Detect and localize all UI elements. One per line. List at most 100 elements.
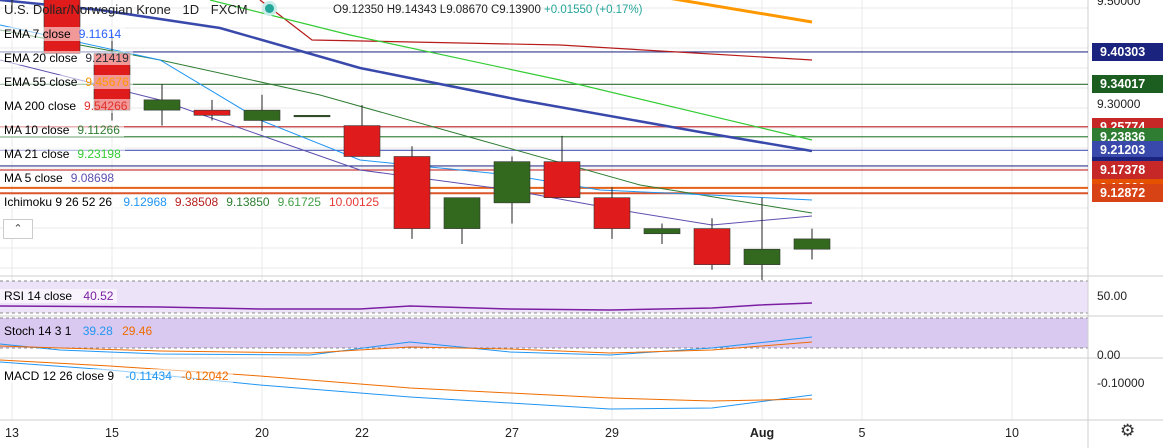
price-label-box: 9.23836 [1092, 127, 1163, 146]
interval: 1D [182, 2, 200, 17]
price-label-box: 9.21203 [1092, 141, 1163, 160]
candle-down [543, 161, 581, 198]
macd-signal-line [0, 359, 813, 402]
time-tick-label: 22 [355, 426, 369, 440]
data-source: FXCM [210, 2, 248, 17]
legend-value: 9.11266 [77, 123, 120, 137]
collapse-legend-button[interactable]: ⌃ [3, 219, 33, 239]
stoch-pane-bg [0, 318, 1088, 348]
ohlc-change: +0.01550 (+0.17%) [544, 4, 643, 16]
stoch-legend[interactable]: Stoch 14 3 1 39.28 29.46 [0, 324, 156, 338]
price-label-box: 9.40303 [1092, 42, 1163, 61]
ohlc-high: H9.14343 [386, 4, 437, 16]
time-tick-label: 27 [505, 426, 519, 440]
legend-label: EMA 7 close [4, 27, 71, 41]
live-dot-icon [265, 4, 275, 13]
time-tick-label: 29 [605, 426, 619, 440]
candle-up [493, 161, 531, 204]
legend-label: EMA 20 close [4, 51, 78, 65]
time-tick-label: 5 [858, 426, 866, 440]
legend-row-ema-55[interactable]: EMA 55 close 9.45676 [0, 75, 133, 89]
time-tick-label: Aug [749, 426, 775, 440]
moving-average-line [209, 0, 813, 141]
stoch-d-line [0, 341, 813, 354]
candle-down [193, 109, 231, 116]
rsi-label: RSI 14 close [4, 289, 73, 303]
legend-value: 9.21419 [85, 51, 129, 65]
legend-row-ma-10[interactable]: MA 10 close 9.11266 [0, 123, 124, 137]
ichimoku-legend[interactable]: Ichimoku 9 26 52 26 9.12968 9.38508 9.1385… [0, 195, 384, 209]
price-label-box: 9.17378 [1092, 161, 1163, 179]
price-tick-930: 9.30000 [1097, 97, 1141, 111]
moving-average-line [0, 24, 813, 201]
ohlc-close: C9.13900 [490, 4, 541, 16]
rsi-value: 40.52 [83, 289, 114, 303]
legend-label: MA 10 close [4, 123, 70, 137]
macd-value: -0.11434 [125, 369, 172, 383]
candle-up [443, 197, 481, 229]
legend-label: MA 5 close [4, 171, 63, 185]
ichimoku-value: 9.61725 [277, 195, 321, 209]
ohlc-low: L9.08670 [439, 4, 488, 16]
moving-average-line [259, 0, 813, 61]
rsi-pane-bg [0, 281, 1088, 313]
legend-row-ema-7[interactable]: EMA 7 close 9.11614 [0, 27, 126, 41]
time-tick-label: 13 [5, 426, 19, 440]
legend-label: MA 200 close [4, 99, 77, 113]
stoch-d-value: 29.46 [122, 324, 153, 338]
ichimoku-value: 10.00125 [328, 195, 380, 209]
rsi-line [0, 302, 813, 311]
time-tick-label: 15 [105, 426, 119, 440]
legend-value: 9.11614 [78, 27, 122, 41]
rsi-legend[interactable]: RSI 14 close 40.52 [0, 289, 118, 303]
ichimoku-value: 9.12968 [123, 195, 167, 209]
candle-down [393, 156, 431, 229]
candle-up [243, 109, 281, 121]
legend-row-ma-200[interactable]: MA 200 close 9.54266 [0, 99, 132, 113]
price-label-box: 9.12872 [1092, 184, 1163, 203]
macd-tick: -0.10000 [1097, 376, 1145, 390]
candle-up [643, 228, 681, 235]
ohlc-open: O9.12350 [333, 4, 384, 16]
ichimoku-value: 9.38508 [174, 195, 219, 209]
candle-down [343, 125, 381, 157]
time-tick-label: 20 [255, 426, 269, 440]
time-tick-label: 10 [1005, 426, 1019, 440]
chart-header: U.S. Dollar/Norwegian Krone 1D FXCM [4, 2, 282, 17]
price-label-box: 9.34017 [1092, 75, 1163, 94]
candle-down [43, 0, 81, 54]
stoch-k-value: 39.28 [82, 324, 113, 338]
moving-average-line [0, 29, 813, 214]
candle-down [593, 197, 631, 229]
candle-up [293, 115, 331, 118]
price-tick-top: 9.50000 [1097, 0, 1141, 8]
candle-up [793, 238, 831, 250]
rsi-tick: 50.00 [1097, 289, 1128, 303]
legend-value: 9.08698 [70, 171, 115, 185]
legend-row-ma-21[interactable]: MA 21 close 9.23198 [0, 147, 125, 161]
stoch-k-line [0, 336, 813, 356]
legend-value: 9.45676 [85, 75, 129, 89]
legend-row-ma-5[interactable]: MA 5 close 9.08698 [0, 171, 119, 185]
candle-up [743, 248, 781, 265]
macd-label: MACD 12 26 close 9 [4, 369, 115, 383]
settings-gear-icon[interactable]: ⚙ [1120, 421, 1136, 440]
ichimoku-label: Ichimoku 9 26 52 26 [4, 195, 113, 209]
legend-label: MA 21 close [4, 147, 70, 161]
moving-average-line [0, 0, 813, 153]
stoch-tick: 0.00 [1097, 348, 1121, 362]
legend-value: 9.23198 [77, 147, 121, 161]
candle-up [143, 99, 181, 111]
moving-average-line [670, 0, 813, 24]
legend-row-ema-20[interactable]: EMA 20 close 9.21419 [0, 51, 133, 65]
stoch-label: Stoch 14 3 1 [4, 324, 72, 338]
ichimoku-value: 9.13850 [226, 195, 270, 209]
candle-down [693, 228, 731, 265]
symbol-name: U.S. Dollar/Norwegian Krone [4, 2, 171, 17]
legend-value: 9.54266 [84, 99, 128, 113]
macd-signal-value: -0.12042 [181, 369, 229, 383]
legend-label: EMA 55 close [4, 75, 78, 89]
macd-legend[interactable]: MACD 12 26 close 9 -0.11434 -0.12042 [0, 369, 233, 383]
